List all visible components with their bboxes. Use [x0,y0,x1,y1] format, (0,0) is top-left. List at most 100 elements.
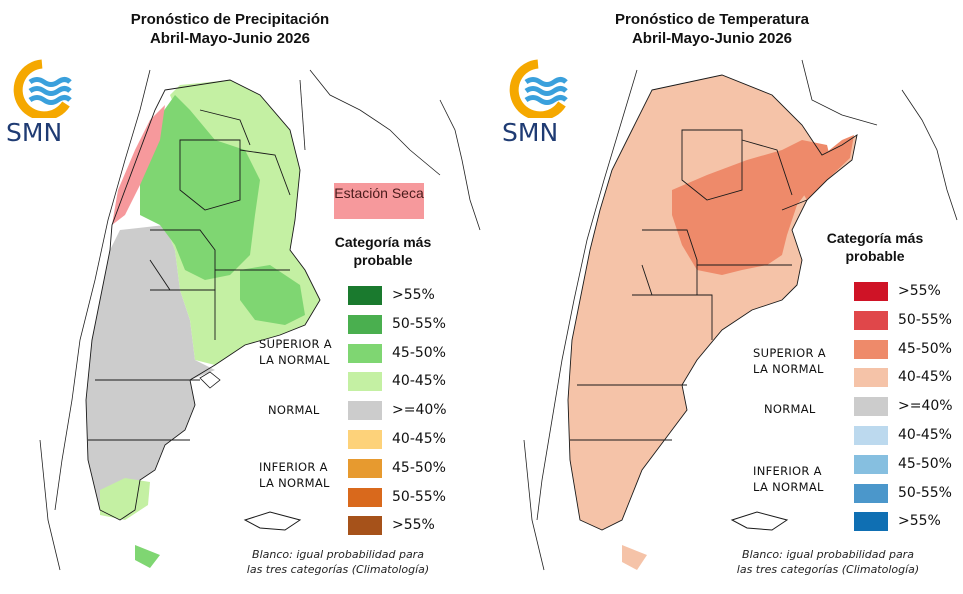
precipitation-panel: Pronóstico de Precipitación Abril-Mayo-J… [0,0,481,594]
temp-legend-label: 50-55% [898,484,952,501]
temp-legend-swatch [854,310,888,330]
temperature-title: Pronóstico de Temperatura Abril-Mayo-Jun… [542,10,882,48]
precip-legend-label: >=40% [392,402,447,419]
temp-legend-swatch [854,368,888,388]
province-borders [85,79,321,521]
precip-normal-region [86,225,215,520]
temp-footnote-line1: Blanco: igual probabilidad para [742,548,914,561]
precip-superior-line1: SUPERIOR A [259,337,332,351]
temp-legend-title: Categoría más probable [810,229,940,265]
precip-footnote-line1: Blanco: igual probabilidad para [252,548,424,561]
temp-normal-label: NORMAL [764,402,816,416]
smn-logo: SMN [6,58,78,148]
temp-superior-line2: LA NORMAL [753,362,824,376]
precip-legend-swatch [348,430,382,449]
smn-logo-text-right: SMN [502,118,559,147]
precip-legend-title-line1: Categoría más [334,234,432,250]
neighbor-border-2 [299,79,306,151]
chile-coastline-right [536,69,638,521]
dry-season-label: Estación Seca [334,183,424,219]
precip-normal-label: NORMAL [268,403,320,417]
precip-legend-label: 45-50% [392,459,446,476]
precipitation-title: Pronóstico de Precipitación Abril-Mayo-J… [60,10,400,48]
precip-legend-swatch [348,314,382,334]
precip-footnote-line2: las tres categorías (Climatología) [246,563,430,576]
precip-legend-swatch [348,458,382,478]
temp-legend-swatch [854,483,888,503]
precip-above-40-south [100,478,150,520]
temp-footnote-line2: las tres categorías (Climatología) [736,563,920,576]
smn-logo-text: SMN [6,118,63,147]
temp-legend-title-line1: Categoría más [826,230,924,246]
precip-footnote: Blanco: igual probabilidad para las tres… [228,547,448,577]
brazil-coast-right [901,89,958,221]
smn-logo-icon-right [509,59,568,121]
temperature-period: Abril-Mayo-Junio 2026 [631,30,793,47]
temp-legend-swatch [854,282,888,301]
neighbor-border [309,69,441,176]
temp-legend-label: >=40% [898,398,953,415]
chile-coastline [54,69,151,511]
temp-above-45-northeast [792,135,854,200]
smn-logo-right: SMN [502,58,574,148]
temp-superior-label: SUPERIOR A LA NORMAL [753,345,826,377]
precip-tierra-del-fuego [135,545,160,568]
temp-inferior-label: INFERIOR A LA NORMAL [753,463,824,495]
precip-legend-label: >55% [392,517,435,534]
temp-superior-line1: SUPERIOR A [753,346,826,360]
precip-legend-swatch [348,343,382,363]
temp-legend-label: 50-55% [898,311,952,328]
chile-south-coast [39,439,61,571]
temp-legend-label: 45-50% [898,455,952,472]
temp-legend-label: >55% [898,283,941,299]
temp-legend-swatch [854,512,888,532]
temp-legend-label: 45-50% [898,340,952,357]
precip-inferior-line2: LA NORMAL [259,476,330,490]
precip-superior-line2: LA NORMAL [259,353,330,367]
precip-legend-label: 50-55% [392,315,446,332]
precip-legend-label: 40-45% [392,373,446,390]
precip-legend-swatch [348,516,382,536]
temp-tierra-del-fuego [622,545,647,570]
temperature-map [523,59,958,571]
temp-legend-swatch [854,397,888,417]
temp-footnote: Blanco: igual probabilidad para las tres… [718,547,938,577]
temp-legend-title-line2: probable [845,248,905,264]
precipitation-map [39,69,481,571]
precipitation-period: Abril-Mayo-Junio 2026 [149,30,311,47]
temp-legend-label: 40-45% [898,369,952,386]
temp-inferior-line2: LA NORMAL [753,480,824,494]
temp-legend-swatch [854,454,888,474]
malvinas-islands [243,511,302,531]
neighbor-border-right [801,59,878,126]
province-borders-right [567,74,858,531]
precip-inferior-line1: INFERIOR A [259,460,328,474]
precip-legend-label: 40-45% [392,431,446,447]
temp-above-45-region [672,140,832,275]
temperature-panel: Pronóstico de Temperatura Abril-Mayo-Jun… [482,0,963,594]
precip-inferior-label: INFERIOR A LA NORMAL [259,459,330,491]
precipitation-title-line1: Pronóstico de Precipitación [130,11,330,28]
precip-legend-title-line2: probable [353,252,413,268]
precip-legend-swatch [348,286,382,305]
precip-superior-label: SUPERIOR A LA NORMAL [259,336,332,368]
temp-legend-label: >55% [898,513,941,530]
peninsula-valdes [199,371,221,389]
precip-legend-swatch [348,372,382,392]
temperature-title-line1: Pronóstico de Temperatura [615,11,809,28]
precip-legend-title: Categoría más probable [318,233,448,269]
precip-above-45-east [240,265,305,325]
chile-south-coast-right [523,439,545,571]
precip-legend-label: >55% [392,287,435,303]
temp-legend-swatch [854,339,888,359]
precip-legend-label: 50-55% [392,488,446,505]
precip-dry-season-region [112,105,165,225]
precip-legend-label: 45-50% [392,344,446,361]
temp-legend-label: 40-45% [898,427,952,443]
precip-above-45-region [140,95,260,280]
smn-logo-icon [13,59,72,121]
brazil-coast [439,99,481,231]
precip-legend-swatch [348,487,382,507]
temp-legend-swatch [854,426,888,445]
malvinas-islands-right [730,511,789,531]
